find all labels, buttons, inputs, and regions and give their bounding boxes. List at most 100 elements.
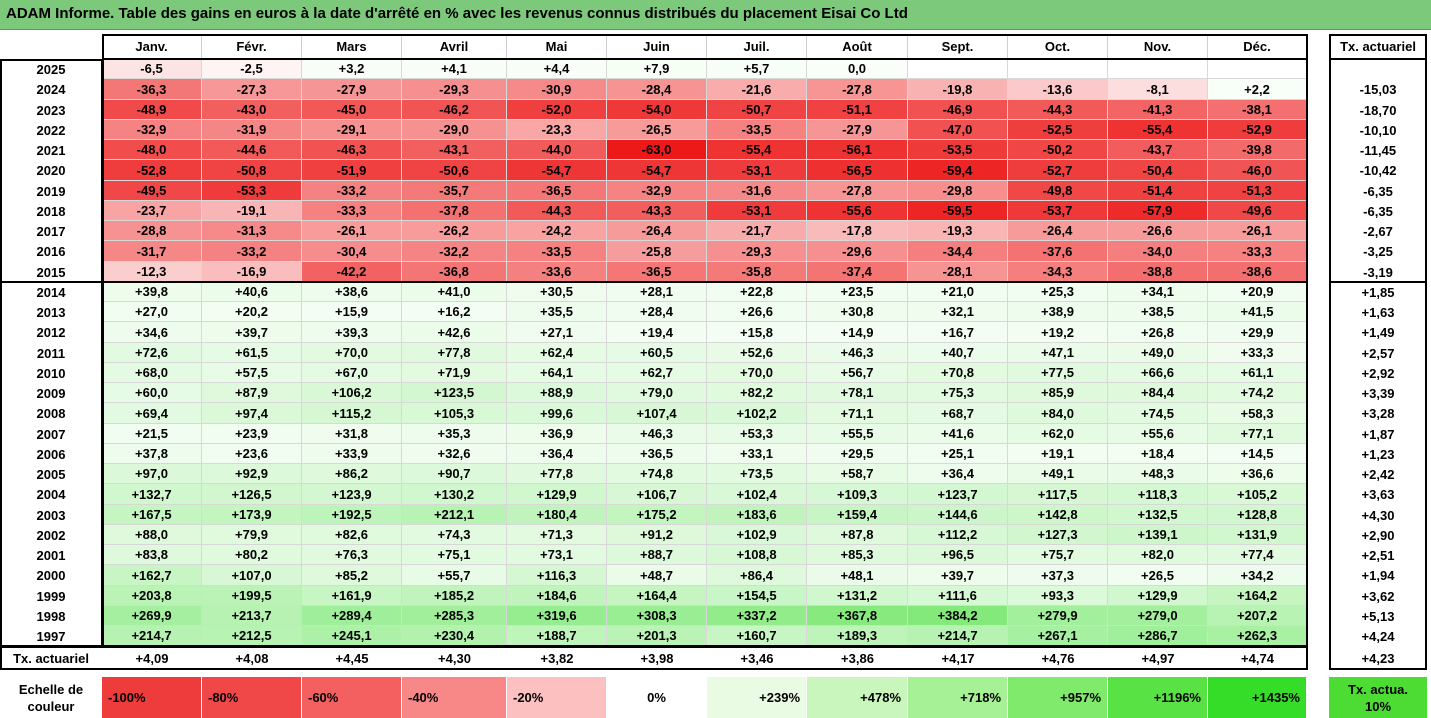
table-cell: [1108, 59, 1208, 79]
table-cell: +111,6: [908, 586, 1008, 606]
table-cell: -29,1: [302, 120, 402, 140]
rate-cell: +1,87: [1361, 426, 1395, 442]
table-cell: -33,3: [1208, 241, 1307, 262]
column-header: Mars: [302, 34, 402, 58]
table-cell: -26,4: [607, 221, 707, 241]
table-cell: +68,7: [908, 403, 1008, 424]
footer-cell: +4,08: [235, 650, 269, 666]
table-cell: +26,5: [1108, 565, 1208, 586]
rate-cell: -10,10: [1359, 122, 1397, 138]
table-cell: -52,0: [507, 100, 607, 120]
rate-cell: -6,35: [1363, 183, 1393, 199]
table-cell: +33,9: [302, 444, 402, 464]
scale-swatch: +718%: [908, 677, 1008, 718]
table-cell: +20,2: [202, 302, 302, 322]
table-cell: -32,9: [102, 120, 202, 140]
table-cell: +74,2: [1208, 383, 1307, 403]
table-cell: -23,7: [102, 201, 202, 221]
table-cell: +203,8: [102, 586, 202, 606]
table-cell: -27,9: [807, 120, 908, 140]
column-header: Oct.: [1008, 34, 1108, 58]
table-cell: +73,1: [507, 545, 607, 565]
table-cell: +230,4: [402, 626, 507, 646]
rate-cell: +3,62: [1361, 588, 1395, 604]
table-cell: -52,9: [1208, 120, 1307, 140]
table-cell: +19,4: [607, 322, 707, 343]
row-year: 2014: [36, 284, 66, 300]
table-cell: -28,4: [607, 79, 707, 100]
table-cell: +75,1: [402, 545, 507, 565]
table-cell: +75,7: [1008, 545, 1108, 565]
table-cell: +25,1: [908, 444, 1008, 464]
table-cell: +123,7: [908, 484, 1008, 505]
table-cell: -48,9: [102, 100, 202, 120]
table-cell: -19,3: [908, 221, 1008, 241]
row-year: 2005: [36, 466, 66, 482]
table-cell: +183,6: [707, 505, 807, 525]
rate-cell: -3,25: [1363, 244, 1393, 259]
table-cell: -12,3: [102, 262, 202, 282]
table-cell: -43,3: [607, 201, 707, 221]
table-cell: +279,9: [1008, 606, 1108, 626]
table-cell: -21,6: [707, 79, 807, 100]
table-cell: -42,2: [302, 262, 402, 282]
table-cell: +55,6: [1108, 424, 1208, 444]
table-cell: +38,5: [1108, 302, 1208, 322]
table-cell: +289,4: [302, 606, 402, 626]
table-cell: +97,0: [102, 464, 202, 484]
table-cell: +84,0: [1008, 403, 1108, 424]
table-cell: -26,6: [1108, 221, 1208, 241]
table-cell: +39,3: [302, 322, 402, 343]
table-cell: +71,9: [402, 363, 507, 383]
table-cell: -41,3: [1108, 100, 1208, 120]
table-cell: -34,3: [1008, 262, 1108, 282]
table-cell: +131,2: [807, 586, 908, 606]
table-cell: +123,9: [302, 484, 402, 505]
table-cell: -23,3: [507, 120, 607, 140]
table-cell: +19,2: [1008, 322, 1108, 343]
table-cell: +33,1: [707, 444, 807, 464]
table-cell: +60,5: [607, 343, 707, 363]
table-cell: +36,5: [607, 444, 707, 464]
rate-cell: +1,49: [1361, 325, 1395, 340]
table-cell: 0,0: [807, 59, 908, 79]
table-cell: +29,5: [807, 444, 908, 464]
table-cell: +88,0: [102, 525, 202, 545]
table-cell: +212,1: [402, 505, 507, 525]
row-year: 1998: [36, 608, 66, 624]
table-cell: +84,4: [1108, 383, 1208, 403]
row-year: 2009: [36, 385, 66, 401]
table-cell: +42,6: [402, 322, 507, 343]
table-cell: -46,9: [908, 100, 1008, 120]
table-cell: +64,1: [507, 363, 607, 383]
column-header: Janv.: [102, 34, 202, 58]
table-cell: [1008, 59, 1108, 79]
table-cell: +7,9: [607, 59, 707, 79]
scale-label: Echelle de couleur: [18, 681, 84, 714]
table-cell: +62,0: [1008, 424, 1108, 444]
table-cell: +58,3: [1208, 403, 1307, 424]
table-cell: -44,6: [202, 140, 302, 160]
row-year: 2021: [36, 142, 66, 158]
footer-cell: +3,82: [540, 650, 574, 666]
table-cell: +106,7: [607, 484, 707, 505]
table-cell: +5,7: [707, 59, 807, 79]
title-bar: ADAM Informe. Table des gains en euros à…: [0, 0, 1431, 30]
row-year: 2020: [36, 163, 66, 178]
table-cell: +184,6: [507, 586, 607, 606]
table-cell: +164,4: [607, 586, 707, 606]
row-year: 2003: [36, 507, 66, 523]
table-cell: +27,1: [507, 322, 607, 343]
table-cell: -24,2: [507, 221, 607, 241]
table-cell: +57,5: [202, 363, 302, 383]
table-cell: +130,2: [402, 484, 507, 505]
rate-cell: +2,57: [1361, 345, 1395, 361]
table-cell: +285,3: [402, 606, 507, 626]
table-cell: +97,4: [202, 403, 302, 424]
table-cell: +116,3: [507, 565, 607, 586]
table-cell: -53,5: [908, 140, 1008, 160]
table-cell: +72,6: [102, 343, 202, 363]
table-cell: -16,9: [202, 262, 302, 282]
table-cell: +23,5: [807, 282, 908, 302]
